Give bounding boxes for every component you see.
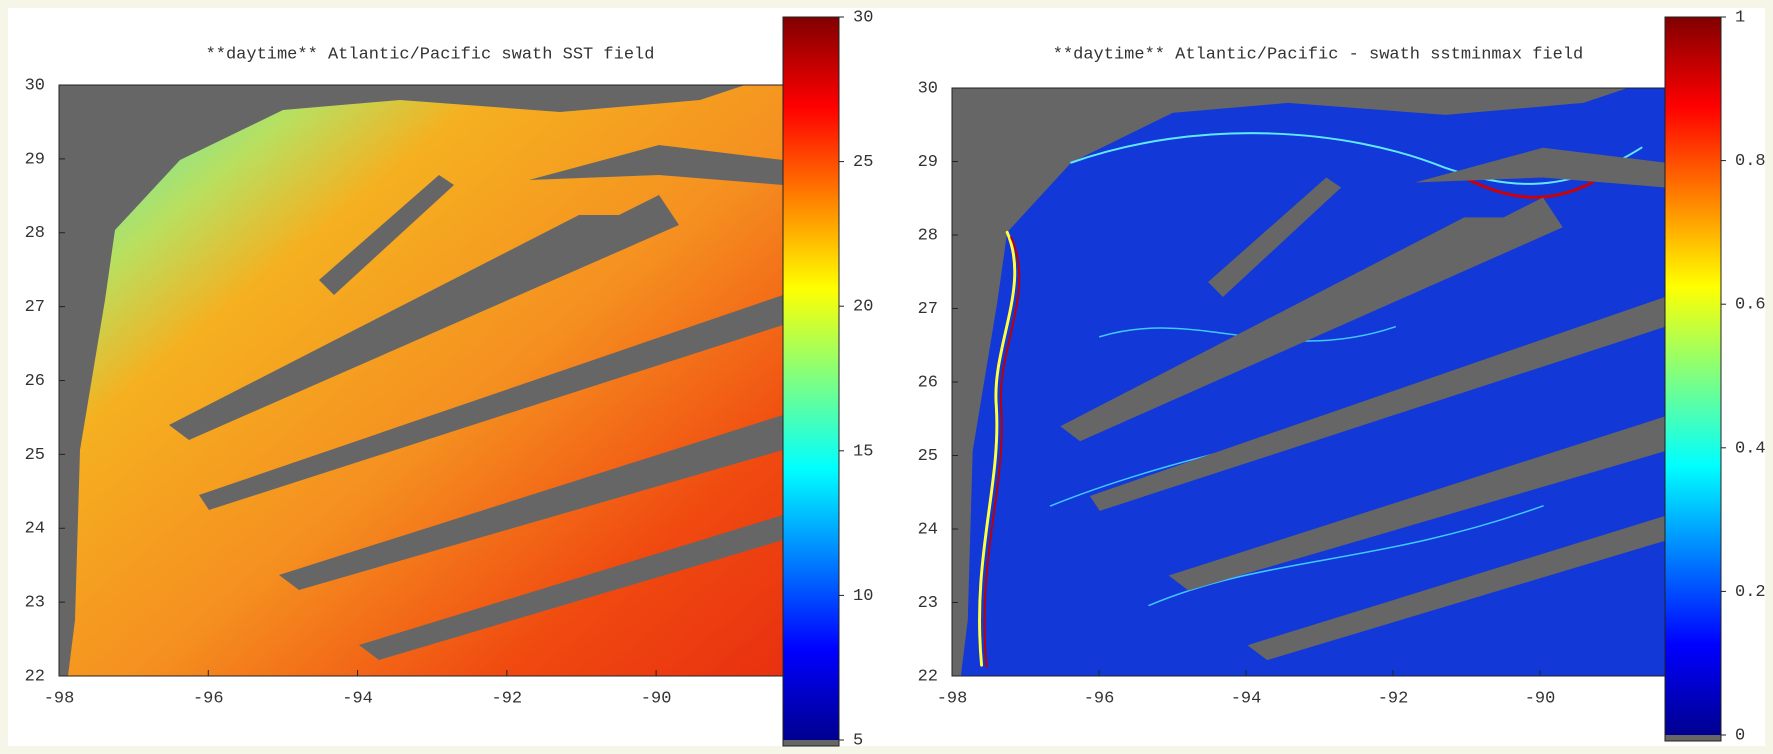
chart-title: **daytime** Atlantic/Pacific swath SST f… (206, 45, 655, 64)
colorbar-tick-label: 25 (853, 153, 873, 172)
y-tick-label: 27 (25, 298, 45, 317)
y-tick-label: 30 (25, 76, 45, 95)
y-tick-label: 29 (918, 153, 938, 172)
y-tick-label: 27 (918, 300, 938, 319)
colorbar-tick-label: 20 (853, 298, 873, 317)
y-tick-label: 28 (25, 224, 45, 243)
colorbar-tick-label: 5 (853, 731, 863, 750)
sst-field (59, 85, 783, 676)
colorbar-tick-label: 0.4 (1735, 439, 1766, 458)
colorbar-tick-label: 1 (1735, 8, 1745, 27)
y-tick-label: 24 (918, 520, 938, 539)
x-tick-label: -94 (1231, 689, 1262, 708)
y-tick-label: 29 (25, 150, 45, 169)
x-tick-label: -98 (44, 689, 75, 708)
x-tick-label: -96 (193, 689, 224, 708)
colorbar-frame (1664, 16, 1722, 742)
colorbar-tick-label: 10 (853, 587, 873, 606)
y-tick-label: 28 (918, 226, 938, 245)
y-tick-label: 23 (918, 594, 938, 613)
x-tick-label: -90 (641, 689, 672, 708)
colorbar-tick-label: 0.6 (1735, 296, 1766, 315)
colorbar-tick-label: 30 (853, 8, 873, 27)
y-tick-label: 22 (25, 667, 45, 686)
x-tick-label: -90 (1525, 689, 1556, 708)
y-tick-label: 23 (25, 594, 45, 613)
colorbar (1665, 17, 1721, 735)
colorbar-frame (782, 16, 840, 747)
colorbar (783, 17, 839, 740)
y-tick-label: 30 (918, 79, 938, 98)
gradient-field (952, 88, 1666, 677)
chart-title: **daytime** Atlantic/Pacific - swath sst… (1053, 45, 1584, 64)
y-tick-label: 26 (918, 373, 938, 392)
y-tick-label: 25 (918, 447, 938, 466)
y-tick-label: 22 (918, 667, 938, 686)
x-tick-label: -94 (342, 689, 373, 708)
x-tick-label: -96 (1084, 689, 1115, 708)
x-tick-label: -98 (937, 689, 968, 708)
colorbar-tick-label: 15 (853, 442, 873, 461)
x-tick-label: -92 (492, 689, 523, 708)
colorbar-missing (783, 740, 839, 746)
x-tick-label: -92 (1378, 689, 1409, 708)
y-tick-label: 26 (25, 372, 45, 391)
colorbar-tick-label: 0.8 (1735, 152, 1766, 171)
y-tick-label: 24 (25, 520, 45, 539)
colorbar-tick-label: 0 (1735, 726, 1745, 745)
colorbar-missing (1665, 735, 1721, 741)
colorbar-tick-label: 0.2 (1735, 583, 1766, 602)
y-tick-label: 25 (25, 446, 45, 465)
